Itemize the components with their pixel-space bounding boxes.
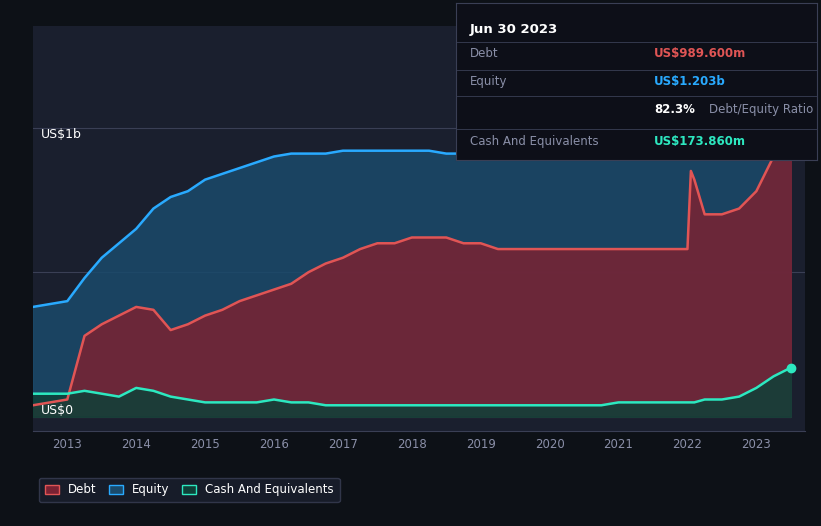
Legend: Debt, Equity, Cash And Equivalents: Debt, Equity, Cash And Equivalents <box>39 478 340 502</box>
Text: Cash And Equivalents: Cash And Equivalents <box>470 135 599 148</box>
Text: US$0: US$0 <box>40 404 74 417</box>
Text: Debt: Debt <box>470 47 498 59</box>
Text: US$173.860m: US$173.860m <box>654 135 746 148</box>
Text: US$1b: US$1b <box>40 128 81 140</box>
Text: Debt/Equity Ratio: Debt/Equity Ratio <box>709 104 813 116</box>
Text: US$989.600m: US$989.600m <box>654 47 746 59</box>
Text: US$1.203b: US$1.203b <box>654 75 726 88</box>
Text: 82.3%: 82.3% <box>654 104 695 116</box>
Text: Jun 30 2023: Jun 30 2023 <box>470 23 558 36</box>
Text: Equity: Equity <box>470 75 507 88</box>
